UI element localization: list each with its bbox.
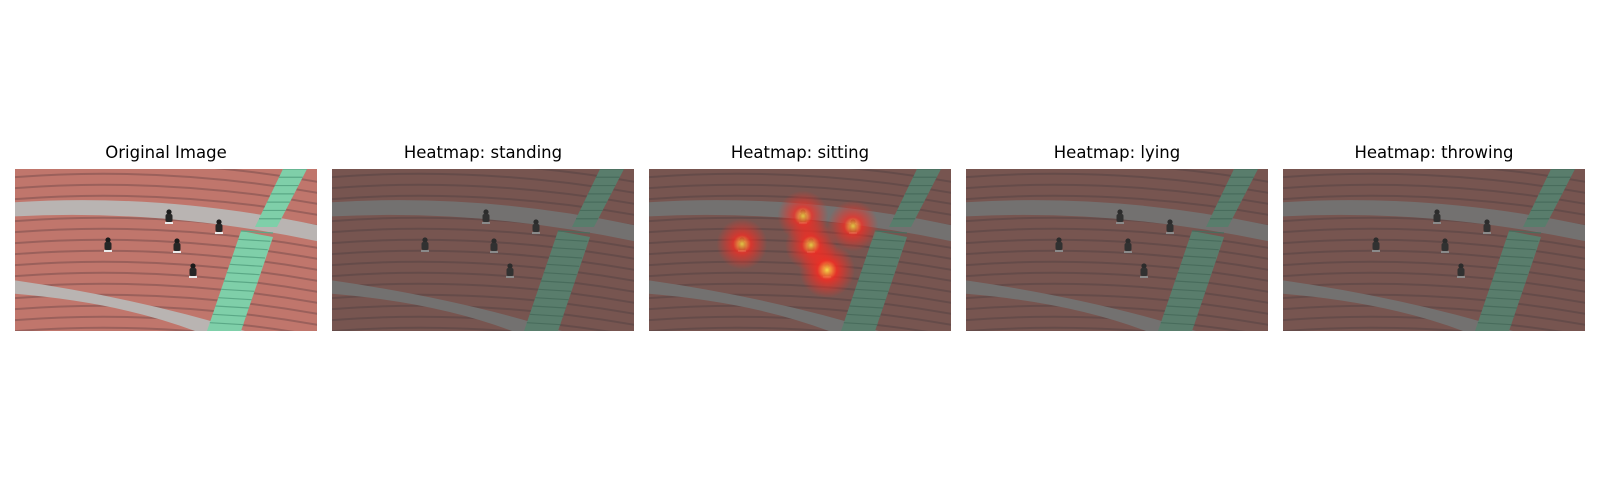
- panel-heatmap-throwing: Heatmap: throwing: [1283, 0, 1585, 500]
- panel-title: Original Image: [105, 143, 227, 162]
- stadium-image: [15, 169, 317, 331]
- panel-title: Heatmap: standing: [403, 143, 563, 162]
- panel-title: Heatmap: lying: [1053, 143, 1181, 162]
- panel-heatmap-sitting: Heatmap: sitting: [649, 0, 951, 500]
- heatmap-image: [966, 169, 1268, 331]
- heat-spot: [827, 200, 879, 252]
- scene-svg: [649, 169, 951, 331]
- heatmap-image: [332, 169, 634, 331]
- heatmap-image: [649, 169, 951, 331]
- panel-title: Heatmap: throwing: [1354, 143, 1514, 162]
- panel-original: Original Image: [15, 0, 317, 500]
- scene-svg: [332, 169, 634, 331]
- scene-svg: [15, 169, 317, 331]
- heat-spot: [799, 242, 855, 298]
- scene-svg: [966, 169, 1268, 331]
- panel-title: Heatmap: sitting: [730, 143, 870, 162]
- scene-svg: [1283, 169, 1585, 331]
- panel-heatmap-lying: Heatmap: lying: [966, 0, 1268, 500]
- heat-spot: [716, 218, 768, 270]
- heatmap-image: [1283, 169, 1585, 331]
- panel-heatmap-standing: Heatmap: standing: [332, 0, 634, 500]
